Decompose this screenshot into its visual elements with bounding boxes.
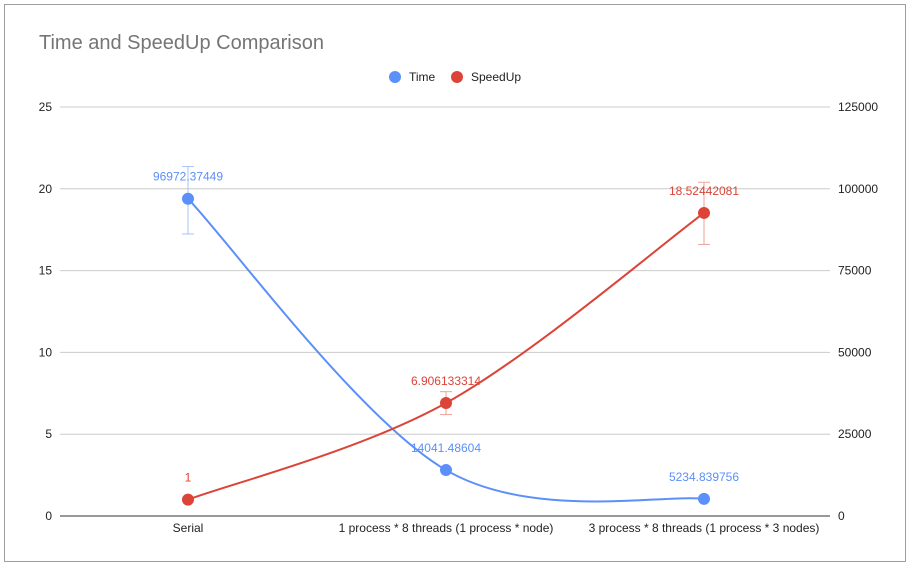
data-label-time: 5234.839756	[669, 470, 739, 484]
x-category-label: 1 process * 8 threads (1 process * node)	[339, 521, 554, 535]
data-label-speedup: 18.52442081	[669, 184, 739, 198]
data-label-speedup: 6.906133314	[411, 374, 481, 388]
legend-time-swatch	[389, 71, 401, 83]
data-label-speedup: 1	[185, 471, 192, 485]
data-point-time	[698, 492, 710, 505]
chart-title: Time and SpeedUp Comparison	[39, 32, 324, 54]
data-point-speedup	[182, 493, 194, 506]
data-labels: 96972.37449 14041.48604 5234.839756 1 6.9061…	[153, 170, 739, 485]
x-category-label: Serial	[173, 521, 204, 535]
chart-frame	[4, 4, 906, 562]
left-tick-label: 10	[39, 345, 53, 359]
right-tick-label: 125000	[838, 100, 878, 114]
data-point-time	[440, 464, 452, 477]
right-tick-label: 100000	[838, 182, 878, 196]
data-point-speedup	[440, 397, 452, 410]
left-axis-ticks: 0 5 10 15 20 25	[39, 100, 53, 523]
legend-speedup-label[interactable]: SpeedUp	[471, 70, 521, 84]
series-lines	[187, 198, 705, 503]
data-label-time: 14041.48604	[411, 441, 481, 455]
left-tick-label: 0	[45, 509, 52, 523]
x-category-label: 3 process * 8 threads (1 process * 3 nod…	[589, 521, 820, 535]
left-tick-label: 15	[39, 264, 53, 278]
data-point-time	[182, 192, 194, 205]
series-line-speedup	[187, 212, 705, 501]
left-tick-label: 5	[45, 427, 52, 441]
data-label-time: 96972.37449	[153, 170, 223, 184]
right-tick-label: 25000	[838, 427, 872, 441]
right-tick-label: 50000	[838, 345, 872, 359]
legend-time-label[interactable]: Time	[409, 70, 436, 84]
legend: Time SpeedUp	[389, 70, 521, 84]
legend-speedup-swatch	[451, 71, 463, 83]
left-tick-label: 20	[39, 182, 53, 196]
series-points	[182, 192, 710, 506]
right-tick-label: 0	[838, 509, 845, 523]
data-point-speedup	[698, 206, 710, 219]
right-axis-ticks: 0 25000 50000 75000 100000 125000	[838, 100, 878, 523]
right-tick-label: 75000	[838, 264, 872, 278]
series-line-time	[187, 198, 705, 503]
x-axis-categories: Serial 1 process * 8 threads (1 process *…	[173, 521, 820, 535]
left-tick-label: 25	[39, 100, 53, 114]
